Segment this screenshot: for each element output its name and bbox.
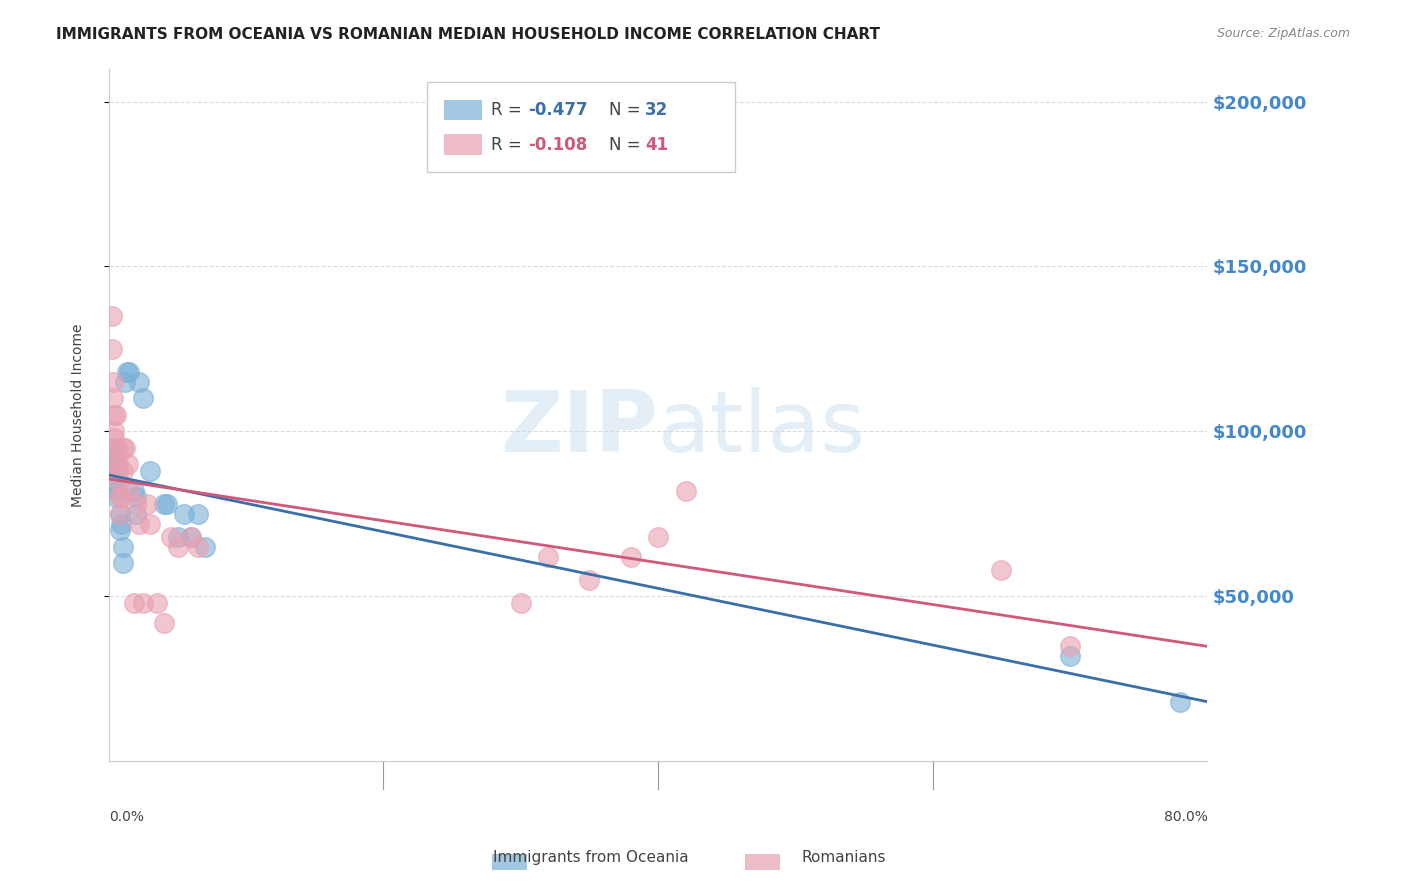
Point [1059, 648, 1081, 663]
Point [132, 596, 155, 610]
Point [110, 516, 132, 531]
Point [180, 530, 202, 544]
Point [118, 365, 141, 379]
Point [101, 392, 124, 406]
Point [108, 507, 131, 521]
Point [107, 464, 129, 478]
Point [194, 540, 217, 554]
Point [104, 491, 127, 505]
Point [1168, 695, 1191, 709]
Point [108, 491, 131, 505]
Point [509, 596, 531, 610]
Point [103, 408, 125, 422]
Point [111, 464, 134, 478]
Text: -0.108: -0.108 [529, 136, 588, 153]
Point [187, 540, 209, 554]
Text: ZIP: ZIP [501, 387, 658, 470]
Text: -0.477: -0.477 [529, 101, 588, 120]
Text: R =: R = [491, 101, 527, 120]
Point [132, 392, 155, 406]
Point [166, 530, 188, 544]
Point [180, 530, 202, 544]
Point [128, 375, 150, 389]
Point [111, 540, 134, 554]
Point [578, 573, 600, 587]
Point [108, 507, 131, 521]
Text: Immigrants from Oceania: Immigrants from Oceania [492, 850, 689, 865]
Point [152, 615, 174, 630]
Point [122, 483, 145, 498]
Point [105, 441, 128, 455]
Point [1059, 639, 1081, 653]
Text: atlas: atlas [658, 387, 866, 470]
Point [122, 596, 145, 610]
Text: 32: 32 [645, 101, 668, 120]
Point [152, 497, 174, 511]
Point [111, 557, 134, 571]
Point [159, 530, 181, 544]
Text: IMMIGRANTS FROM OCEANIA VS ROMANIAN MEDIAN HOUSEHOLD INCOME CORRELATION CHART: IMMIGRANTS FROM OCEANIA VS ROMANIAN MEDI… [56, 27, 880, 42]
Point [104, 450, 127, 465]
Point [104, 458, 127, 472]
Point [107, 458, 129, 472]
Text: 80.0%: 80.0% [1164, 810, 1208, 824]
Point [187, 507, 209, 521]
Point [103, 474, 125, 488]
Text: N =: N = [609, 101, 645, 120]
Point [114, 375, 136, 389]
Point [100, 441, 122, 455]
Text: R =: R = [491, 136, 527, 153]
Text: Source: ZipAtlas.com: Source: ZipAtlas.com [1216, 27, 1350, 40]
Point [537, 549, 560, 564]
Point [173, 507, 195, 521]
Bar [444, 135, 482, 155]
Y-axis label: Median Household Income: Median Household Income [72, 323, 86, 507]
Point [125, 497, 148, 511]
Point [105, 483, 128, 498]
Point [108, 524, 131, 538]
Point [125, 507, 148, 521]
Point [125, 491, 148, 505]
Point [118, 483, 141, 498]
Point [104, 408, 127, 422]
Point [101, 375, 124, 389]
Text: 41: 41 [645, 136, 668, 153]
Point [100, 342, 122, 356]
Text: N =: N = [609, 136, 645, 153]
Point [101, 464, 124, 478]
Bar [444, 100, 482, 120]
Point [115, 365, 138, 379]
Point [990, 563, 1012, 577]
Point [103, 450, 125, 465]
Point [155, 497, 177, 511]
Point [111, 441, 134, 455]
Point [166, 540, 188, 554]
Point [103, 431, 125, 445]
Point [100, 309, 122, 323]
Point [105, 464, 128, 478]
Point [139, 516, 162, 531]
Point [675, 483, 697, 498]
Point [105, 441, 128, 455]
Point [128, 516, 150, 531]
Text: 0.0%: 0.0% [108, 810, 143, 824]
Point [107, 474, 129, 488]
Point [647, 530, 669, 544]
Point [117, 458, 139, 472]
Point [620, 549, 643, 564]
Point [103, 425, 125, 439]
Point [114, 441, 136, 455]
Point [136, 497, 159, 511]
Point [110, 491, 132, 505]
Text: Romanians: Romanians [801, 850, 886, 865]
Point [146, 596, 169, 610]
Bar [427, 82, 735, 172]
Point [139, 464, 162, 478]
